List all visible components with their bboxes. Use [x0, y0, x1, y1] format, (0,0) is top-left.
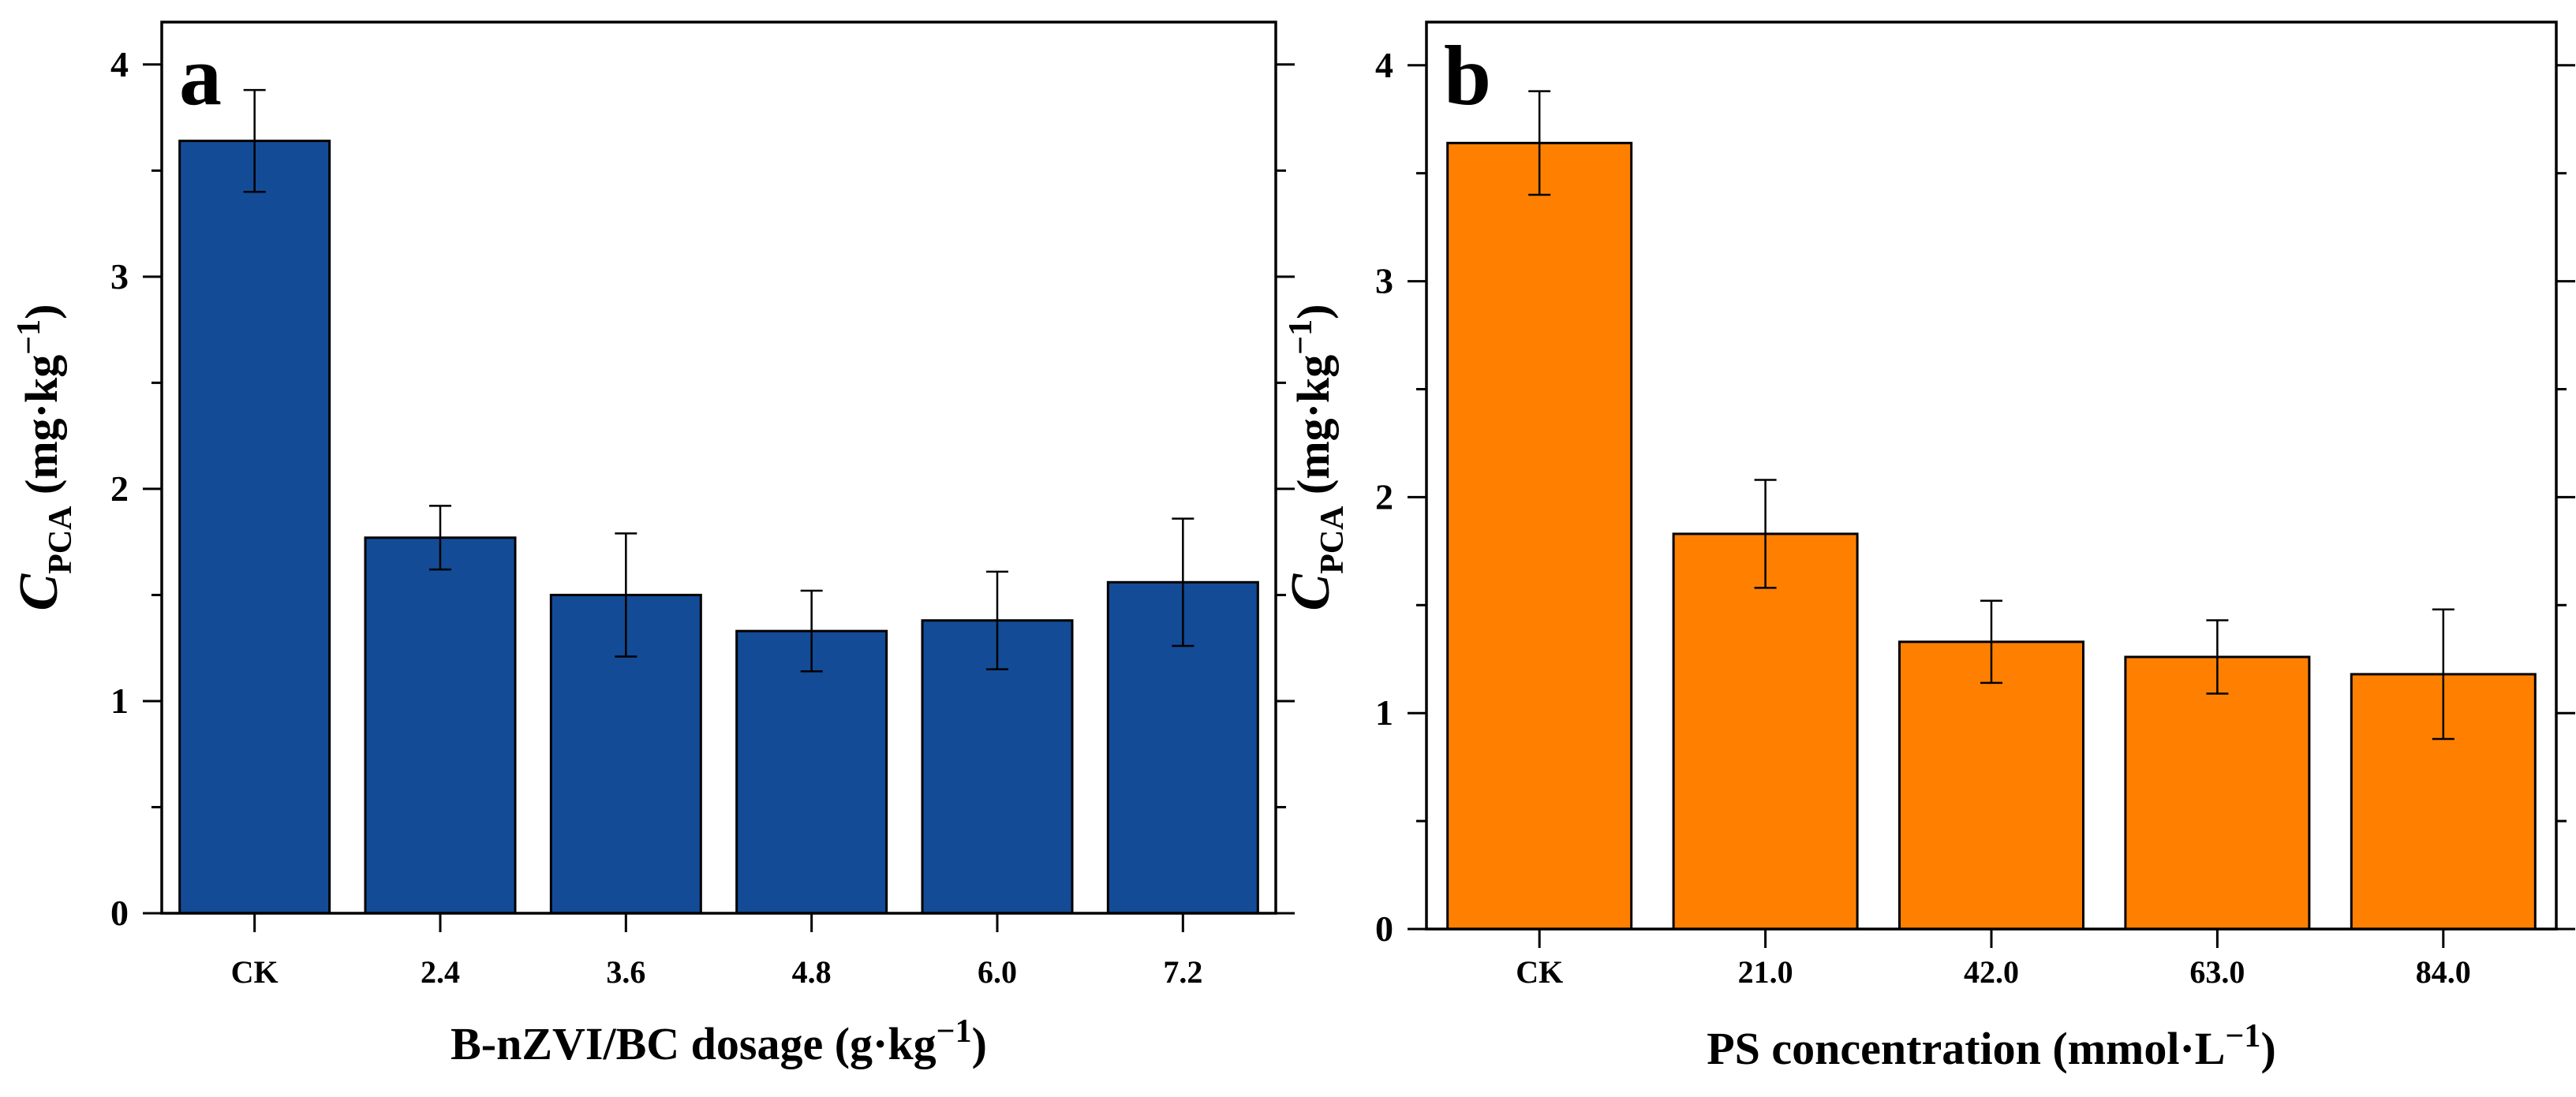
chart-panel-b: 0 1 2 3 4 CK 21.0 42.0 63.0 84.0 b PS concentration… [1281, 21, 2575, 1074]
x-tick-label: 4.8 [792, 954, 832, 990]
x-tick-label: 3.6 [606, 954, 645, 990]
y-axis-label: CPCA (mg·kg−1) [1281, 304, 1351, 610]
y-tick-label: 2 [110, 468, 129, 509]
bar-4.8 [735, 629, 888, 915]
y-tick-label: 0 [110, 893, 129, 933]
x-tick-label: 2.4 [421, 954, 460, 990]
y-tick-label: 3 [110, 256, 129, 297]
panel-label: b [1444, 29, 1491, 123]
y-tick-label: 3 [1375, 261, 1393, 301]
x-tick-label: 84.0 [2416, 954, 2471, 990]
bar-21.0 [1672, 532, 1859, 931]
x-axis-label: B-nZVI/BC dosage (g·kg−1) [451, 1013, 987, 1069]
y-tick-label: 0 [1375, 909, 1393, 949]
bar-CK [1446, 141, 1633, 931]
y-tick-label: 4 [1375, 45, 1393, 85]
x-tick-label: CK [231, 954, 279, 990]
x-tick-label: 6.0 [978, 954, 1017, 990]
panel-label: a [179, 29, 222, 123]
bar-2.4 [364, 536, 517, 915]
y-tick-label: 1 [110, 681, 129, 721]
y-tick-label: 2 [1375, 476, 1393, 517]
x-tick-label: 63.0 [2189, 954, 2245, 990]
x-tick-label: CK [1516, 954, 1563, 990]
x-tick-label: 42.0 [1964, 954, 2019, 990]
y-tick-label: 1 [1375, 692, 1393, 733]
x-axis-label: PS concentration (mmol·L−1) [1707, 1018, 2276, 1074]
plot-frame [160, 21, 1277, 915]
x-tick-label: 21.0 [1738, 954, 1793, 990]
x-tick-label: 7.2 [1163, 954, 1202, 990]
chart-panel-a: 0 1 2 3 4 CK 2.4 3.6 4.8 6.0 7.2 a B-nZVI/BC dosage … [9, 21, 1295, 1069]
bar-CK [178, 140, 331, 915]
bar-63.0 [2124, 655, 2311, 931]
y-tick-label: 4 [110, 44, 129, 84]
bar-42.0 [1898, 640, 2084, 931]
y-axis-label: CPCA (mg·kg−1) [9, 304, 79, 610]
